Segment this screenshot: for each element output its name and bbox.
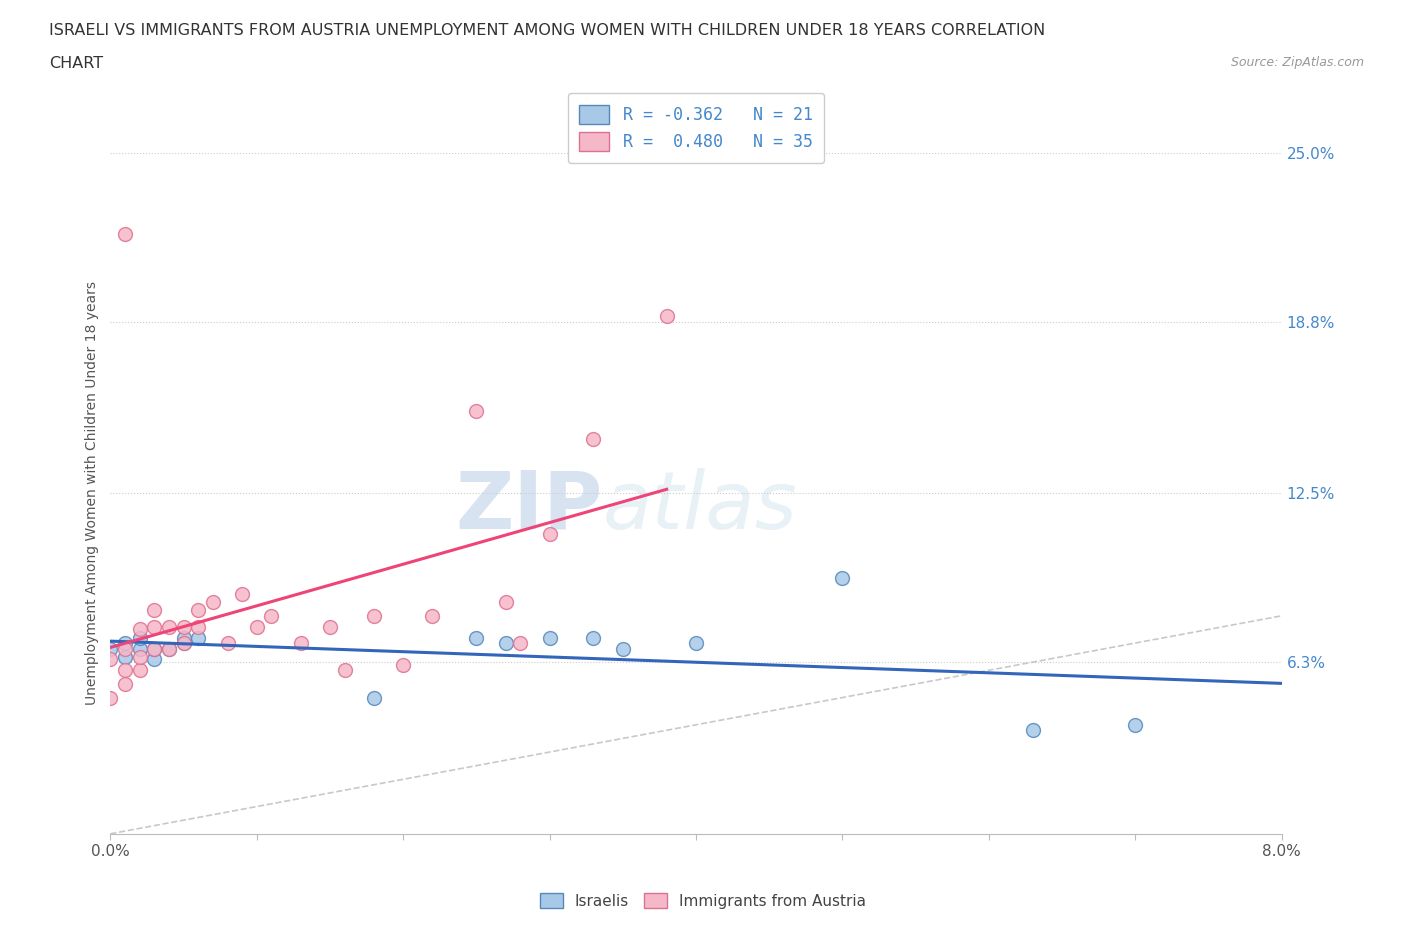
- Point: [157, 641, 180, 656]
- Point: [685, 635, 707, 650]
- Point: [187, 631, 209, 645]
- Point: [143, 641, 166, 656]
- Point: [187, 603, 209, 618]
- Point: [363, 608, 385, 623]
- Point: [495, 635, 517, 650]
- Legend: R = -0.362   N = 21, R =  0.480   N = 35: R = -0.362 N = 21, R = 0.480 N = 35: [568, 93, 824, 163]
- Point: [114, 227, 136, 242]
- Point: [538, 631, 561, 645]
- Point: [217, 635, 239, 650]
- Point: [201, 595, 224, 610]
- Point: [495, 595, 517, 610]
- Text: atlas: atlas: [602, 468, 797, 546]
- Point: [260, 608, 283, 623]
- Point: [114, 663, 136, 678]
- Text: ISRAELI VS IMMIGRANTS FROM AUSTRIA UNEMPLOYMENT AMONG WOMEN WITH CHILDREN UNDER : ISRAELI VS IMMIGRANTS FROM AUSTRIA UNEMP…: [49, 23, 1046, 38]
- Point: [128, 663, 150, 678]
- Point: [173, 635, 195, 650]
- Point: [173, 619, 195, 634]
- Point: [538, 526, 561, 541]
- Point: [128, 622, 150, 637]
- Text: ZIP: ZIP: [456, 468, 602, 546]
- Point: [363, 690, 385, 705]
- Y-axis label: Unemployment Among Women with Children Under 18 years: Unemployment Among Women with Children U…: [86, 281, 100, 705]
- Point: [128, 631, 150, 645]
- Point: [612, 641, 634, 656]
- Point: [100, 641, 122, 656]
- Point: [655, 309, 678, 324]
- Point: [1123, 717, 1146, 732]
- Point: [143, 603, 166, 618]
- Point: [290, 635, 312, 650]
- Point: [333, 663, 356, 678]
- Point: [173, 631, 195, 645]
- Point: [582, 432, 605, 446]
- Point: [173, 635, 195, 650]
- Point: [114, 641, 136, 656]
- Point: [422, 608, 444, 623]
- Point: [100, 652, 122, 667]
- Point: [1021, 723, 1043, 737]
- Point: [246, 619, 269, 634]
- Point: [100, 690, 122, 705]
- Point: [157, 641, 180, 656]
- Point: [114, 649, 136, 664]
- Point: [187, 619, 209, 634]
- Point: [143, 652, 166, 667]
- Point: [157, 619, 180, 634]
- Point: [231, 587, 253, 602]
- Point: [128, 649, 150, 664]
- Point: [509, 635, 531, 650]
- Legend: Israelis, Immigrants from Austria: Israelis, Immigrants from Austria: [533, 886, 873, 915]
- Point: [128, 641, 150, 656]
- Point: [831, 570, 853, 585]
- Point: [114, 635, 136, 650]
- Point: [143, 619, 166, 634]
- Point: [114, 676, 136, 691]
- Point: [392, 658, 415, 672]
- Point: [143, 641, 166, 656]
- Point: [465, 631, 488, 645]
- Point: [465, 404, 488, 418]
- Point: [582, 631, 605, 645]
- Text: CHART: CHART: [49, 56, 103, 71]
- Point: [319, 619, 342, 634]
- Text: Source: ZipAtlas.com: Source: ZipAtlas.com: [1230, 56, 1364, 69]
